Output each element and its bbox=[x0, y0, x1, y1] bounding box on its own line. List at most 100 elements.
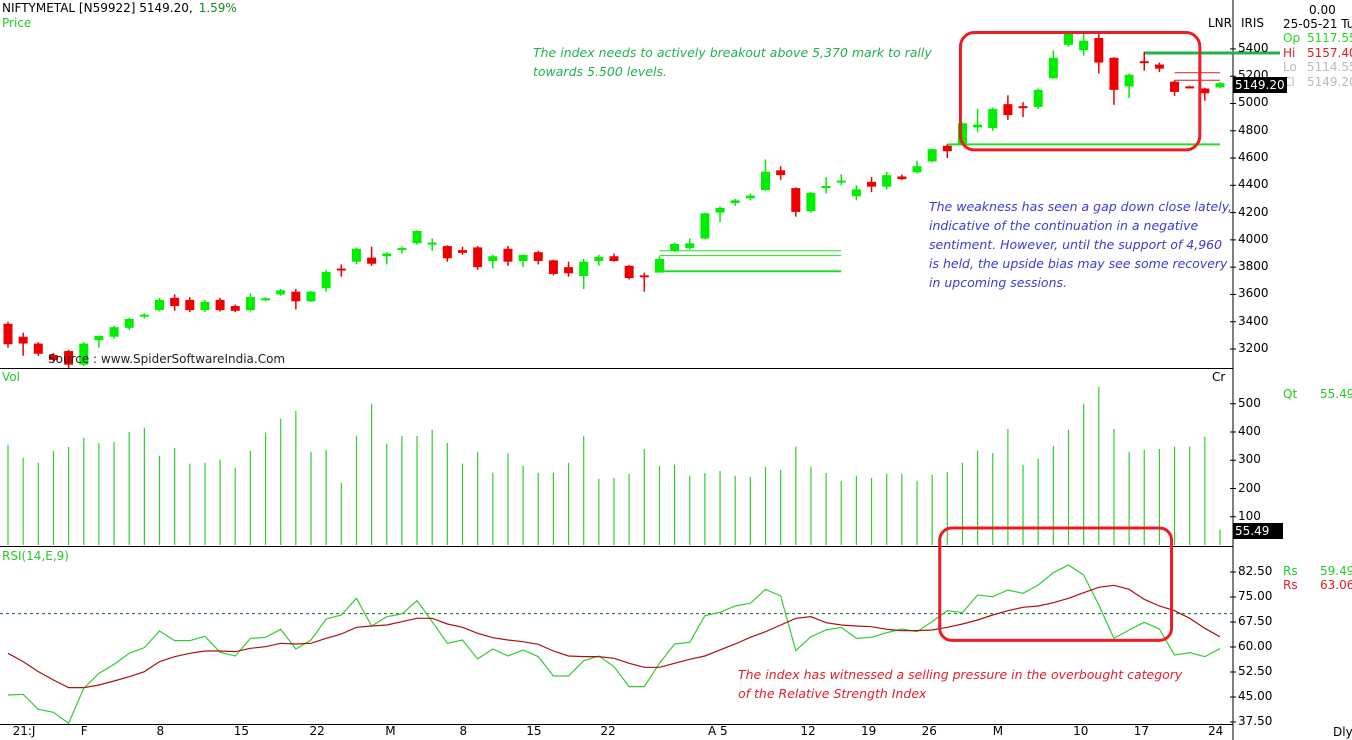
candle-body bbox=[306, 291, 316, 302]
candle-down bbox=[458, 246, 467, 255]
rsi-panel-label: RSI(14,E,9) bbox=[2, 549, 69, 563]
change-percent: 1.59% bbox=[198, 1, 237, 15]
note-line: indicative of the continuation in a nega… bbox=[929, 218, 1199, 233]
candle-up bbox=[579, 258, 589, 289]
candle-up bbox=[1215, 82, 1225, 88]
candle-up bbox=[836, 174, 846, 186]
candle-body bbox=[973, 124, 983, 128]
candle-body bbox=[670, 243, 680, 251]
rsi-tick-label: 45.00 bbox=[1238, 688, 1273, 703]
date-tick-label: 19 bbox=[861, 724, 877, 738]
candle-body bbox=[927, 149, 937, 162]
candle-body bbox=[1033, 89, 1043, 107]
candle-body bbox=[1200, 88, 1210, 94]
panel-frame bbox=[0, 0, 1234, 740]
weakness-note: The weakness has seen a gap down close l… bbox=[929, 197, 1232, 292]
candle-up bbox=[276, 288, 286, 296]
note-line: The weakness has seen a gap down close l… bbox=[929, 199, 1233, 214]
candle-body bbox=[139, 314, 149, 317]
candle-body bbox=[397, 248, 407, 251]
candle-down bbox=[230, 304, 240, 313]
candle-body bbox=[957, 123, 967, 145]
candle-up bbox=[427, 238, 437, 251]
date-tick-label: 22 bbox=[600, 724, 616, 738]
candle-body bbox=[1109, 57, 1119, 90]
candle-down bbox=[215, 297, 225, 312]
volume-unit-label: Cr bbox=[1212, 370, 1226, 384]
candle-up bbox=[397, 246, 407, 254]
candle-up bbox=[109, 325, 119, 339]
volume-tick-label: 100 bbox=[1238, 508, 1261, 523]
candle-body bbox=[1185, 86, 1195, 89]
volume-tick-label: 400 bbox=[1238, 424, 1261, 438]
candle-body bbox=[1003, 104, 1013, 116]
rsi-value: 59.49 bbox=[1320, 564, 1352, 578]
candle-body bbox=[155, 299, 164, 311]
candle-body bbox=[867, 181, 877, 187]
candle-up bbox=[745, 193, 755, 201]
candle-body bbox=[1170, 81, 1180, 92]
candle-up bbox=[518, 254, 528, 268]
date-tick-label: 8 bbox=[156, 724, 165, 738]
candle-body bbox=[624, 265, 634, 279]
lnr-toggle[interactable]: LNR bbox=[1208, 16, 1232, 30]
period-selector[interactable]: Dly bbox=[1333, 725, 1352, 739]
rsi-signal-line bbox=[7, 584, 1221, 689]
signal-label: Rs bbox=[1283, 578, 1298, 592]
price-highlight-box bbox=[958, 31, 1202, 152]
candle-down bbox=[18, 332, 28, 356]
candle-up bbox=[806, 192, 816, 213]
candle-body bbox=[185, 299, 195, 311]
date-tick-label: 21:J bbox=[12, 724, 36, 738]
symbol-label: NIFTYMETAL [N59922] 5149.20, bbox=[2, 1, 193, 15]
candle-body bbox=[639, 275, 649, 278]
candle-up bbox=[351, 247, 361, 265]
candle-body bbox=[124, 318, 134, 328]
candle-up bbox=[821, 177, 831, 194]
candle-down bbox=[776, 166, 786, 180]
date-tick-label: 17 bbox=[1133, 724, 1149, 738]
date-tick-label: A 5 bbox=[707, 724, 728, 738]
candle-up bbox=[79, 342, 89, 367]
candle-down bbox=[1139, 51, 1149, 71]
note-line: The index has witnessed a selling pressu… bbox=[738, 667, 1183, 682]
candle-down bbox=[473, 246, 483, 270]
top-value: 0.00 bbox=[1309, 3, 1336, 17]
date-tick-label: F bbox=[80, 724, 88, 738]
price-tick-label: 3800 bbox=[1238, 259, 1269, 274]
date-tick-label: M bbox=[992, 724, 1004, 738]
candle-up bbox=[851, 185, 861, 201]
candle-body bbox=[654, 258, 664, 273]
candle-up bbox=[1064, 33, 1073, 47]
candle-body bbox=[336, 268, 346, 271]
rsi-label: Rs bbox=[1283, 564, 1298, 578]
candle-down bbox=[564, 261, 574, 277]
candle-body bbox=[48, 355, 58, 360]
candle-body bbox=[1048, 57, 1058, 79]
price-tick-label: 4600 bbox=[1238, 150, 1269, 165]
candle-up bbox=[1033, 88, 1043, 109]
candle-up bbox=[321, 269, 331, 292]
price-tick-label: 4000 bbox=[1238, 231, 1269, 246]
date-tick-label: 10 bbox=[1073, 724, 1089, 738]
price-panel bbox=[3, 31, 1280, 369]
candle-down bbox=[291, 288, 301, 310]
candle-body bbox=[882, 175, 892, 187]
candle-down bbox=[897, 174, 907, 180]
candle-body bbox=[548, 260, 558, 274]
candle-up bbox=[1048, 50, 1058, 79]
price-tick-label: 3200 bbox=[1238, 341, 1269, 355]
price-panel-label: Price bbox=[2, 16, 32, 30]
candle-body bbox=[1215, 83, 1225, 88]
candle-body bbox=[109, 327, 119, 337]
candle-body bbox=[64, 351, 74, 365]
candle-body bbox=[700, 213, 710, 239]
candle-up bbox=[685, 238, 695, 250]
note-line: is held, the upside bias may see some re… bbox=[929, 256, 1228, 271]
candle-body bbox=[215, 299, 225, 311]
candle-body bbox=[200, 301, 210, 311]
date-tick-label: 12 bbox=[800, 724, 816, 738]
ohlc-key: Cl bbox=[1283, 74, 1295, 89]
candle-up bbox=[94, 335, 104, 348]
candle-up bbox=[155, 297, 164, 312]
